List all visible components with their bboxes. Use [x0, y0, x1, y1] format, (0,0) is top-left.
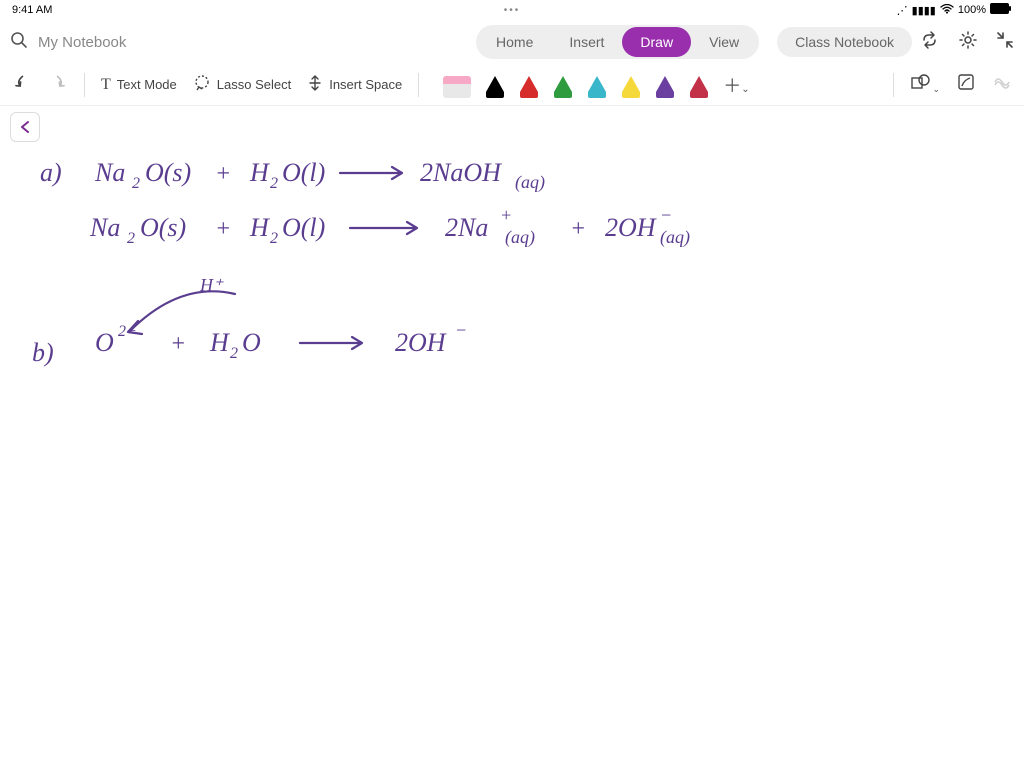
svg-text:+: + — [170, 331, 186, 357]
tab-insert[interactable]: Insert — [551, 27, 622, 57]
divider — [84, 73, 85, 97]
pen-1[interactable] — [519, 76, 539, 98]
notebook-title[interactable]: My Notebook — [38, 34, 126, 51]
svg-text:2−: 2− — [118, 323, 137, 340]
svg-text:2: 2 — [270, 230, 278, 247]
redo-button — [48, 72, 68, 97]
fullscreen-exit-icon[interactable] — [996, 31, 1014, 54]
drag-handle-icon[interactable]: ••• — [504, 5, 521, 16]
status-bar: 9:41 AM ••• ⋰ ▮▮▮▮ 100% — [0, 0, 1024, 20]
lasso-label: Lasso Select — [217, 77, 291, 92]
svg-text:a): a) — [40, 158, 62, 187]
svg-text:2OH: 2OH — [395, 328, 447, 357]
drawing-canvas[interactable]: a) Na 2 O(s) + H 2 O(l) 2NaOH (aq) Na 2 … — [0, 106, 1024, 768]
pen-6[interactable] — [689, 76, 709, 98]
battery-pct: 100% — [958, 4, 986, 16]
tab-view[interactable]: View — [691, 27, 757, 57]
svg-text:2NaOH: 2NaOH — [420, 158, 502, 187]
pen-2[interactable] — [553, 76, 573, 98]
shapes-button[interactable]: ⌄ — [910, 72, 940, 97]
header: My Notebook Home Insert Draw View Class … — [0, 20, 1024, 64]
share-icon[interactable] — [920, 30, 940, 55]
svg-text:−: − — [455, 320, 467, 340]
signal-icon: ▮▮▮▮ — [912, 4, 936, 17]
svg-text:O(l): O(l) — [282, 213, 325, 242]
search-icon[interactable] — [10, 31, 28, 54]
ink-replay-button[interactable] — [992, 72, 1012, 97]
svg-text:2OH: 2OH — [605, 213, 657, 242]
pen-row: ＋⌄ — [443, 72, 749, 98]
svg-text:2: 2 — [127, 230, 135, 247]
svg-text:(aq): (aq) — [660, 227, 690, 248]
svg-text:+: + — [215, 216, 231, 242]
insert-space-label: Insert Space — [329, 77, 402, 92]
battery-icon — [990, 3, 1012, 17]
tab-class-notebook[interactable]: Class Notebook — [777, 27, 912, 57]
svg-text:H: H — [249, 158, 270, 187]
pen-3[interactable] — [587, 76, 607, 98]
text-mode-label: Text Mode — [117, 77, 177, 92]
undo-button[interactable] — [12, 72, 32, 97]
wifi-icon — [940, 4, 954, 17]
tab-group: Home Insert Draw View — [476, 25, 759, 59]
svg-text:(aq): (aq) — [505, 227, 535, 248]
svg-text:+: + — [500, 205, 512, 225]
lasso-button[interactable]: Lasso Select — [193, 74, 291, 95]
lasso-icon — [193, 74, 211, 95]
tab-home[interactable]: Home — [478, 27, 551, 57]
svg-text:H: H — [249, 213, 270, 242]
ink-to-shape-button[interactable] — [956, 72, 976, 97]
svg-text:Na: Na — [94, 158, 125, 187]
svg-text:(aq): (aq) — [515, 172, 545, 193]
svg-text:H: H — [209, 328, 230, 357]
settings-icon[interactable] — [958, 30, 978, 55]
svg-text:O: O — [242, 328, 261, 357]
svg-text:Na: Na — [89, 213, 120, 242]
toolbar: T Text Mode Lasso Select Insert Space ＋⌄… — [0, 64, 1024, 106]
svg-text:+: + — [570, 216, 586, 242]
svg-text:O(s): O(s) — [145, 158, 191, 187]
pen-4[interactable] — [621, 76, 641, 98]
svg-text:2: 2 — [230, 345, 238, 362]
svg-text:O: O — [95, 328, 114, 357]
pen-5[interactable] — [655, 76, 675, 98]
status-time: 9:41 AM — [12, 4, 52, 16]
do-not-disturb-icon: ⋰ — [897, 4, 908, 17]
svg-text:O(l): O(l) — [282, 158, 325, 187]
svg-text:2Na: 2Na — [445, 213, 488, 242]
divider — [418, 73, 419, 97]
insert-space-button[interactable]: Insert Space — [307, 74, 402, 95]
add-pen-button[interactable]: ＋⌄ — [723, 72, 749, 98]
svg-text:2: 2 — [270, 175, 278, 192]
tab-draw[interactable]: Draw — [622, 27, 691, 57]
insert-space-icon — [307, 74, 323, 95]
text-mode-button[interactable]: T Text Mode — [101, 76, 177, 94]
svg-text:2: 2 — [132, 175, 140, 192]
svg-text:−: − — [660, 205, 672, 225]
text-icon: T — [101, 76, 111, 94]
svg-text:+: + — [215, 161, 231, 187]
svg-text:O(s): O(s) — [140, 213, 186, 242]
pen-0[interactable] — [485, 76, 505, 98]
svg-text:b): b) — [32, 338, 54, 367]
divider — [893, 73, 894, 97]
eraser-tool[interactable] — [443, 76, 471, 98]
status-right: ⋰ ▮▮▮▮ 100% — [897, 3, 1012, 17]
